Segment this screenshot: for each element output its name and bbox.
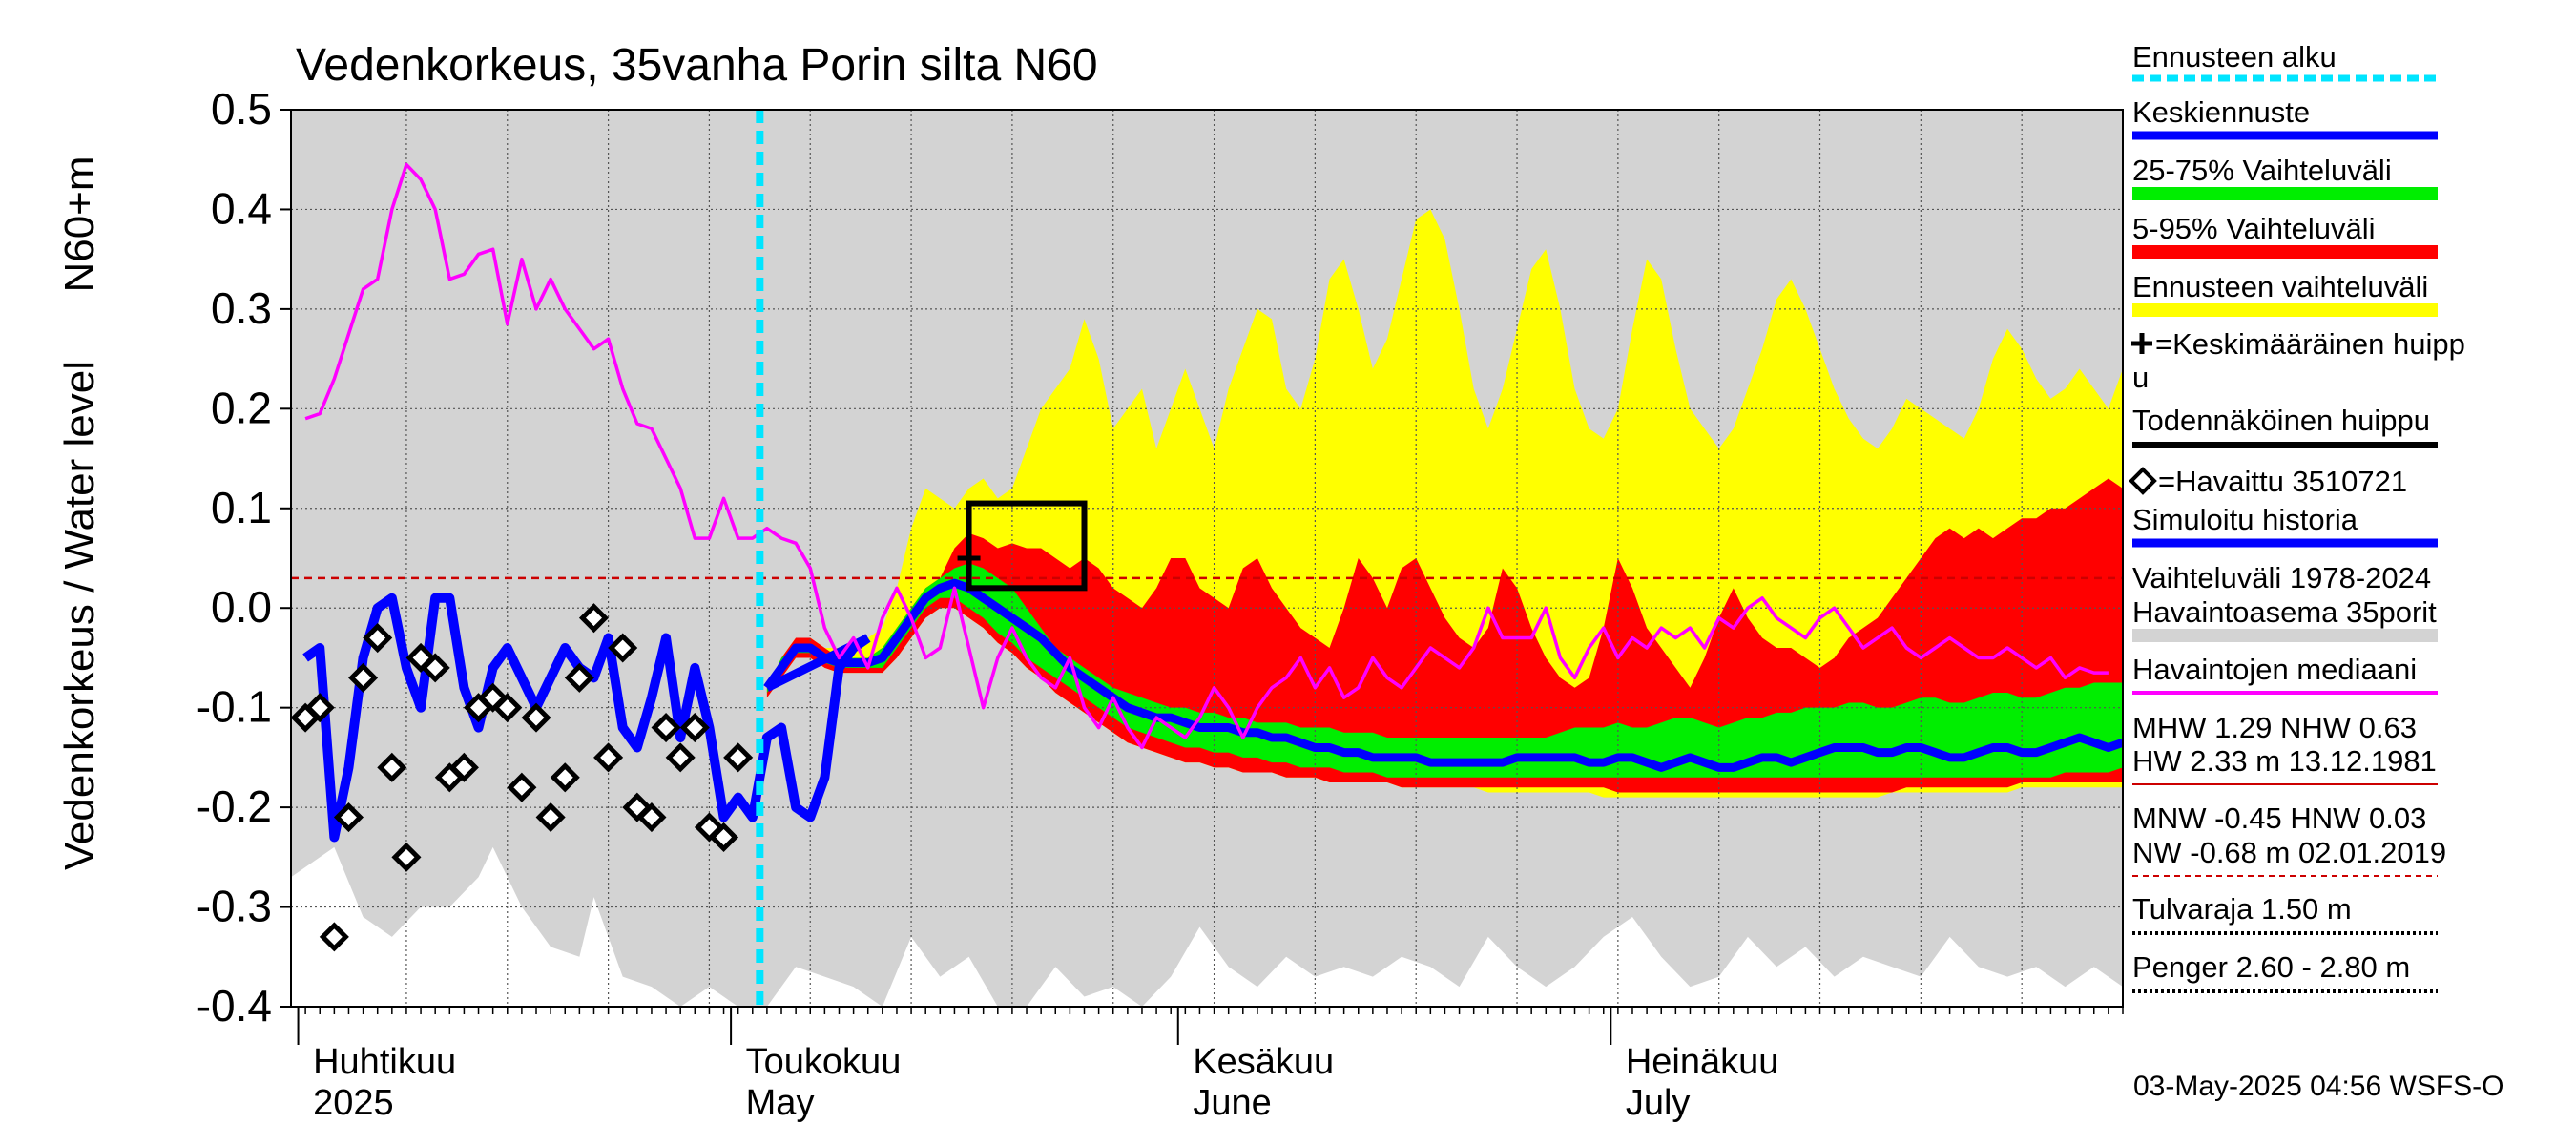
- month-label-en: May: [746, 1083, 815, 1123]
- month-label-fi: Kesäkuu: [1193, 1042, 1334, 1082]
- chart-title: Vedenkorkeus, 35vanha Porin silta N60: [296, 40, 1098, 91]
- y-tick-label: 0.3: [211, 283, 272, 333]
- legend-mean-forecast-label: Keskiennuste: [2132, 95, 2310, 129]
- observed-point: [535, 802, 566, 833]
- y-tick-label: 0.2: [211, 383, 272, 432]
- y-tick-label: 0.4: [211, 183, 272, 233]
- y-tick-label: -0.3: [197, 882, 272, 931]
- legend-observed-icon: [2129, 467, 2157, 495]
- legend: Ennusteen alku Keskiennuste 25-75% Vaihtel…: [2129, 40, 2465, 993]
- observed-point: [665, 742, 696, 773]
- month-label-fi: Huhtikuu: [313, 1042, 456, 1082]
- observed-point: [709, 822, 739, 852]
- legend-simulated-label: Simuloitu historia: [2132, 503, 2358, 536]
- legend-observed-label: =Havaittu 3510721: [2158, 465, 2407, 498]
- observed-point: [622, 792, 653, 822]
- observed-point: [608, 633, 638, 663]
- month-label-fi: Heinäkuu: [1626, 1042, 1779, 1082]
- y-axis-label: Vedenkorkeus / Water level: [56, 361, 103, 870]
- legend-likely-peak-label: Todennäköinen huippu: [2132, 404, 2430, 437]
- observed-point: [478, 682, 509, 713]
- observed-point: [507, 772, 537, 802]
- footer-timestamp: 03-May-2025 04:56 WSFS-O: [2133, 1071, 2504, 1102]
- likely-peak-box: [966, 500, 1088, 592]
- p25-75-band: [766, 563, 2123, 778]
- y-tick-label: 0.0: [211, 582, 272, 632]
- legend-mhw-label: MHW 1.29 NHW 0.63: [2132, 711, 2417, 744]
- observed-point: [304, 693, 335, 723]
- observed-point: [420, 653, 450, 683]
- observed-point: [348, 662, 379, 693]
- observed-point: [521, 702, 551, 733]
- observed-point: [723, 742, 754, 773]
- observed-point: [333, 802, 364, 833]
- y-axis: 0.5 0.4 0.3 0.2 0.1 0.0 -0.1 -0.2 -0.3 -0.4: [197, 84, 291, 1030]
- chart-marks: [291, 110, 2123, 1007]
- legend-mean-peak-label: =Keskimääräinen huipp: [2155, 327, 2465, 361]
- observed-point: [564, 662, 594, 693]
- legend-p5-95-label: 5-95% Vaihteluväli: [2132, 212, 2375, 245]
- legend-nw-label: NW -0.68 m 02.01.2019: [2132, 836, 2446, 869]
- y-tick-label: -0.2: [197, 781, 272, 831]
- observed-point: [636, 802, 667, 833]
- legend-mean-peak-label-cont: u: [2132, 361, 2149, 394]
- legend-mean-peak-icon: [2131, 333, 2152, 354]
- month-label-en: 2025: [313, 1083, 394, 1123]
- observed-point: [492, 693, 523, 723]
- month-label-fi: Toukokuu: [746, 1042, 902, 1082]
- legend-forecast-start-label: Ennusteen alku: [2132, 40, 2337, 73]
- observed-point: [448, 752, 479, 782]
- legend-embankment-label: Penger 2.60 - 2.80 m: [2132, 950, 2410, 984]
- legend-hw-label: HW 2.33 m 13.12.1981: [2132, 744, 2437, 778]
- y-tick-label: -0.4: [197, 981, 272, 1030]
- legend-mnw-label: MNW -0.45 HNW 0.03: [2132, 802, 2426, 835]
- y-axis-unit: N60+m: [56, 156, 103, 292]
- legend-median-label: Havaintojen mediaani: [2132, 653, 2417, 686]
- simulated-to-forecast-connector: [764, 634, 870, 692]
- mean-forecast-line: [763, 578, 2123, 772]
- observed-point: [319, 922, 349, 952]
- observed-point: [363, 623, 393, 654]
- legend-flood-limit-label: Tulvaraja 1.50 m: [2132, 892, 2352, 926]
- observed-point: [651, 713, 681, 743]
- observed-point: [578, 603, 610, 634]
- legend-history-station-label: Havaintoasema 35porit: [2132, 595, 2437, 629]
- legend-p25-75-label: 25-75% Vaihteluväli: [2132, 154, 2392, 187]
- legend-forecast-range-label: Ennusteen vaihteluväli: [2132, 270, 2428, 303]
- legend-history-range-label: Vaihteluväli 1978-2024: [2132, 561, 2431, 594]
- observed-point: [593, 742, 624, 773]
- observed-point: [391, 842, 422, 872]
- observed-point: [550, 762, 580, 793]
- plot-area: [291, 110, 2123, 1007]
- median-line: [304, 162, 2109, 750]
- month-label-en: July: [1626, 1083, 1691, 1123]
- observed-point: [679, 713, 710, 743]
- y-tick-label: 0.1: [211, 483, 272, 532]
- y-tick-label: 0.5: [211, 84, 272, 134]
- month-label-en: June: [1193, 1083, 1271, 1123]
- y-tick-label: -0.1: [197, 682, 272, 732]
- observed-point: [377, 752, 407, 782]
